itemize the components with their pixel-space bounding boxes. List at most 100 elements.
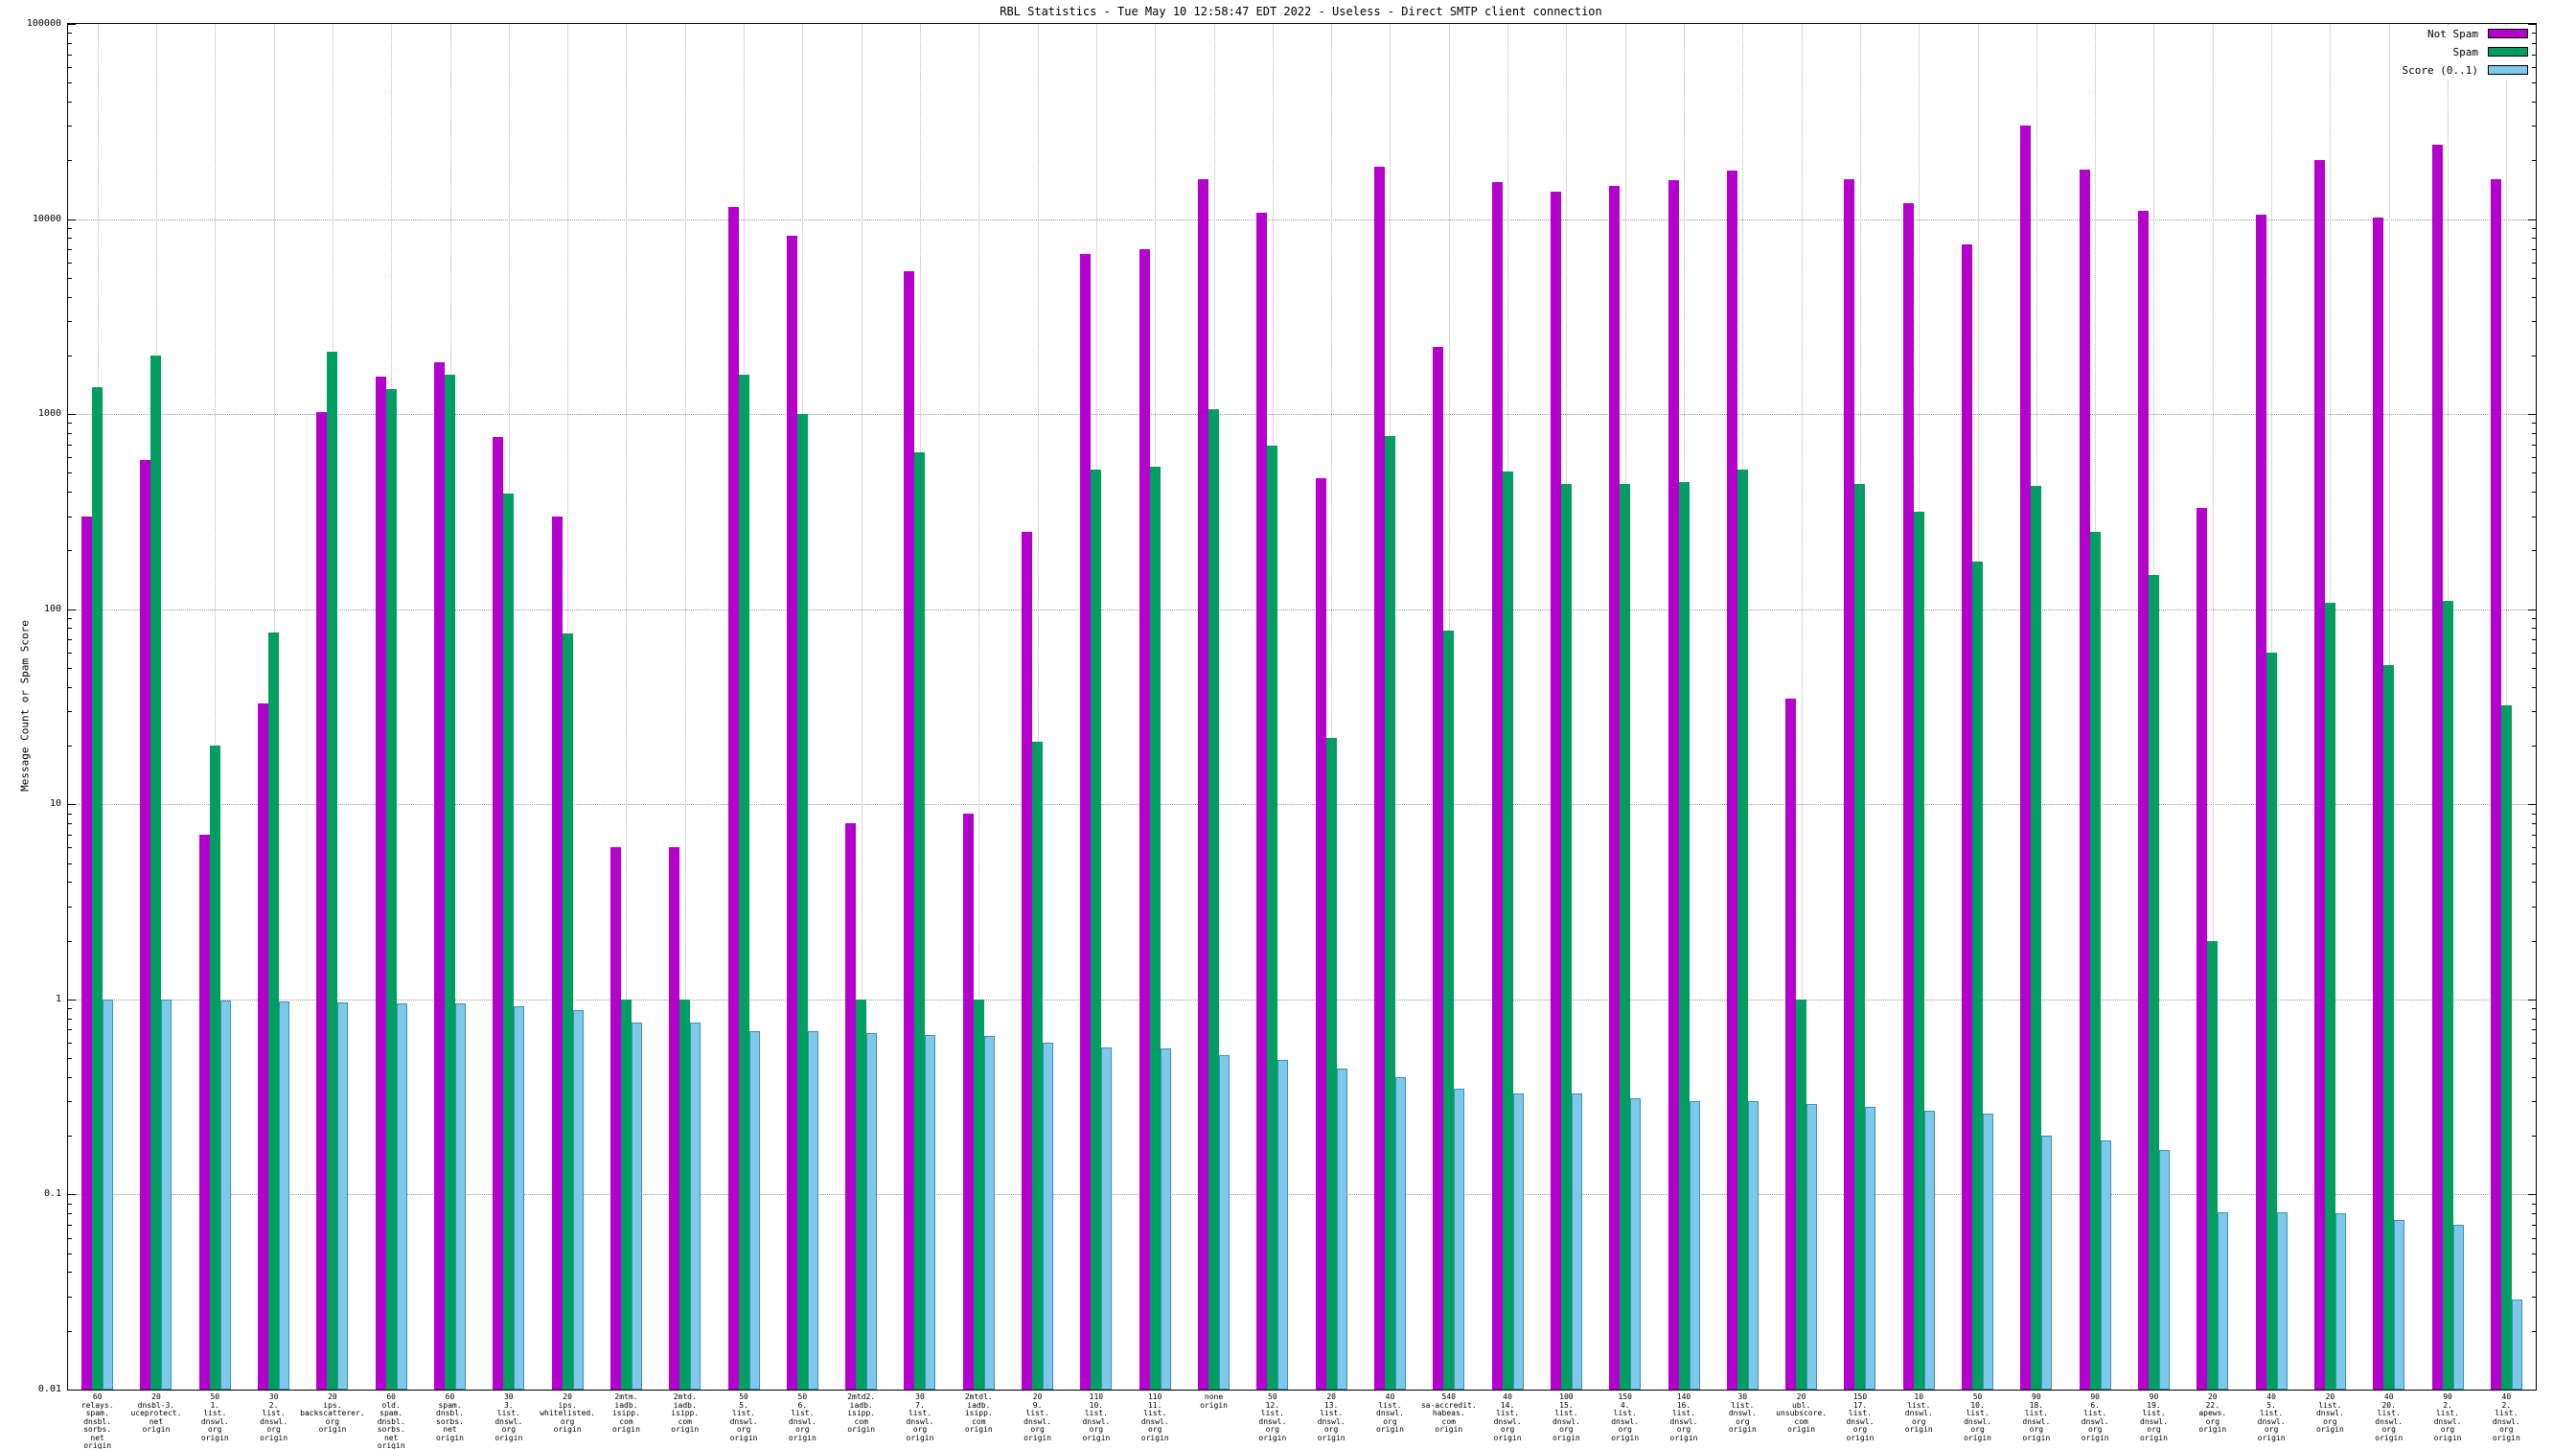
bar-spam [1972,562,1984,1390]
bar-not-spam [610,847,621,1390]
y-minor-tick [68,628,72,630]
x-tick-label: 20 ubl. unsubscore. com origin [1776,1392,1828,1434]
x-tick-label: 60 old. spam. dnsbl. sorbs. net origin [377,1392,405,1449]
bar-not-spam [2196,508,2208,1390]
y-minor-tick [68,862,72,864]
bar-score-0-1 [1512,1092,1524,1390]
y-minor-tick [2532,238,2536,240]
x-tick-label: 40 14. list. dnswl. org origin [1493,1392,1522,1442]
y-gridline [68,218,2536,220]
y-minor-tick [68,847,72,849]
bar-spam [562,633,573,1390]
x-tick-label: 30 7. list. dnswl. org origin [906,1392,934,1442]
y-minor-tick [68,1058,72,1060]
x-tick-label: 20 ips. whitelisted. org origin [540,1392,596,1434]
bar-score-0-1 [631,1023,642,1390]
x-tick-label: 90 6. list. dnswl. org origin [2081,1392,2109,1442]
y-minor-tick [68,444,72,446]
x-tick-label: 50 6. list. dnswl. org origin [788,1392,816,1442]
bar-spam [1149,466,1161,1390]
bar-score-0-1 [161,999,172,1390]
y-gridline [68,414,2536,416]
y-minor-tick [68,550,72,552]
y-tick-mark [2528,1194,2536,1196]
y-minor-tick [2532,82,2536,84]
y-minor-tick [68,639,72,641]
x-tick-label: 150 4. list. dnswl. org origin [1611,1392,1640,1442]
bar-not-spam [316,412,328,1390]
y-minor-tick [2532,262,2536,264]
bar-not-spam [434,361,445,1390]
legend-swatch-spam [2488,47,2528,57]
bar-not-spam [1550,192,1561,1390]
legend-label-spam: Spam [2452,45,2479,58]
y-tick-mark [2528,804,2536,806]
y-minor-tick [68,686,72,688]
y-minor-tick [68,1101,72,1103]
bar-spam [1208,408,1220,1390]
y-minor-tick [68,472,72,474]
x-tick-label: 50 5. list. dnswl. org origin [729,1392,758,1442]
y-minor-tick [68,277,72,279]
y-tick-label: 1000 [37,408,61,420]
y-minor-tick [2532,550,2536,552]
y-minor-tick [68,813,72,815]
y-minor-tick [2532,1224,2536,1226]
bar-not-spam [198,834,210,1390]
x-gridline [626,24,628,1390]
y-minor-tick [2532,628,2536,630]
y-minor-tick [68,423,72,425]
y-tick-mark [68,218,76,220]
legend-swatch-not-spam [2488,29,2528,38]
x-tick-label: 40 2. list. dnswl. org origin [2492,1392,2520,1442]
bar-not-spam [81,516,93,1390]
y-minor-tick [68,492,72,494]
bar-spam [856,999,867,1390]
x-tick-label: 2mtdl. iadb. isipp. com origin [964,1392,993,1434]
y-minor-tick [68,652,72,654]
bar-not-spam [2079,169,2090,1390]
bar-not-spam [1080,254,1092,1390]
y-minor-tick [68,67,72,69]
y-minor-tick [68,667,72,669]
bar-not-spam [1962,244,1973,1390]
y-minor-tick [68,1330,72,1332]
bar-spam [738,374,749,1390]
x-tick-label: 20 13. list. dnswl. org origin [1317,1392,1346,1442]
x-tick-label: 90 2. list. dnswl. org origin [2433,1392,2462,1442]
bar-score-0-1 [279,1000,290,1390]
y-minor-tick [68,33,72,34]
bar-score-0-1 [2041,1136,2053,1390]
x-tick-label: 20 ips. backscatterer. org origin [300,1392,365,1434]
bar-not-spam [1433,347,1444,1390]
bar-not-spam [1785,698,1797,1390]
bar-score-0-1 [1747,1101,1759,1390]
bar-spam [445,374,455,1390]
bar-not-spam [2020,126,2032,1390]
bar-spam [2500,705,2512,1390]
bar-not-spam [1315,477,1326,1390]
y-tick-label: 10 [49,798,61,810]
bar-spam [1443,630,1455,1390]
x-tick-label: 20 dnsbl-3. uceprotect. net origin [130,1392,182,1434]
y-minor-tick [2532,940,2536,942]
x-gridline [215,24,217,1390]
y-minor-tick [2532,321,2536,322]
legend-item-not-spam: Not Spam [2403,27,2528,40]
y-minor-tick [68,1076,72,1078]
bar-spam [620,999,632,1390]
bar-spam [1796,999,1807,1390]
y-tick-label: 0.1 [43,1188,61,1200]
bar-spam [503,494,515,1390]
bar-not-spam [2255,215,2266,1390]
bar-spam [150,355,162,1390]
bar-spam [679,999,691,1390]
bar-spam [1913,512,1924,1390]
x-tick-label: 20 list. dnswl. org origin [2315,1392,2344,1434]
y-gridline [68,1194,2536,1196]
y-minor-tick [2532,746,2536,747]
x-tick-label: 20 22. apews. org origin [2198,1392,2227,1434]
y-minor-tick [2532,457,2536,459]
y-minor-tick [2532,1008,2536,1010]
bar-not-spam [1138,249,1150,1390]
